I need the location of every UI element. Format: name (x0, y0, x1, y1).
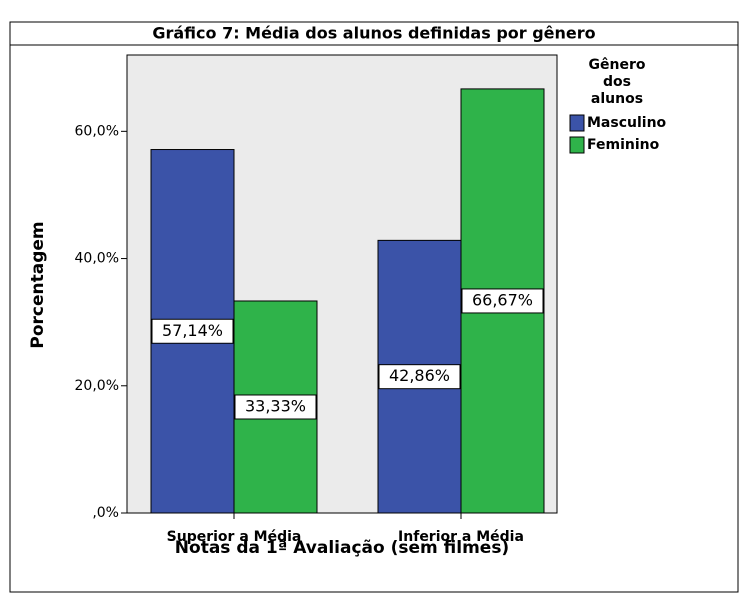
legend-title: alunos (591, 91, 643, 107)
value-label-box (151, 318, 234, 344)
legend-swatch (569, 136, 585, 154)
value-label: 57,14% (162, 321, 223, 340)
legend-swatch (569, 114, 585, 132)
value-label-box (378, 364, 461, 390)
value-label: 66,67% (472, 290, 533, 309)
legend-label: Feminino (587, 137, 660, 153)
value-label: 42,86% (389, 366, 450, 385)
legend-label: Masculino (587, 115, 667, 131)
legend-title: dos (603, 74, 631, 90)
chart-title: Gráfico 7: Média dos alunos definidas po… (152, 24, 595, 43)
value-label-box (461, 288, 544, 314)
value-label-box (234, 394, 317, 420)
y-tick-label: 60,0% (75, 123, 119, 139)
y-axis-label: Porcentagem (28, 221, 48, 348)
y-tick-label: ,0% (92, 505, 119, 521)
x-axis-label: Notas da 1ª Avaliação (sem filmes) (175, 538, 509, 558)
legend-title: Gênero (589, 57, 646, 73)
value-label: 33,33% (245, 396, 306, 415)
x-tick-label: Superior a Média (167, 529, 302, 545)
x-tick-label: Inferior a Média (398, 529, 524, 545)
y-tick-label: 20,0% (75, 378, 119, 394)
y-tick-label: 40,0% (75, 251, 119, 267)
